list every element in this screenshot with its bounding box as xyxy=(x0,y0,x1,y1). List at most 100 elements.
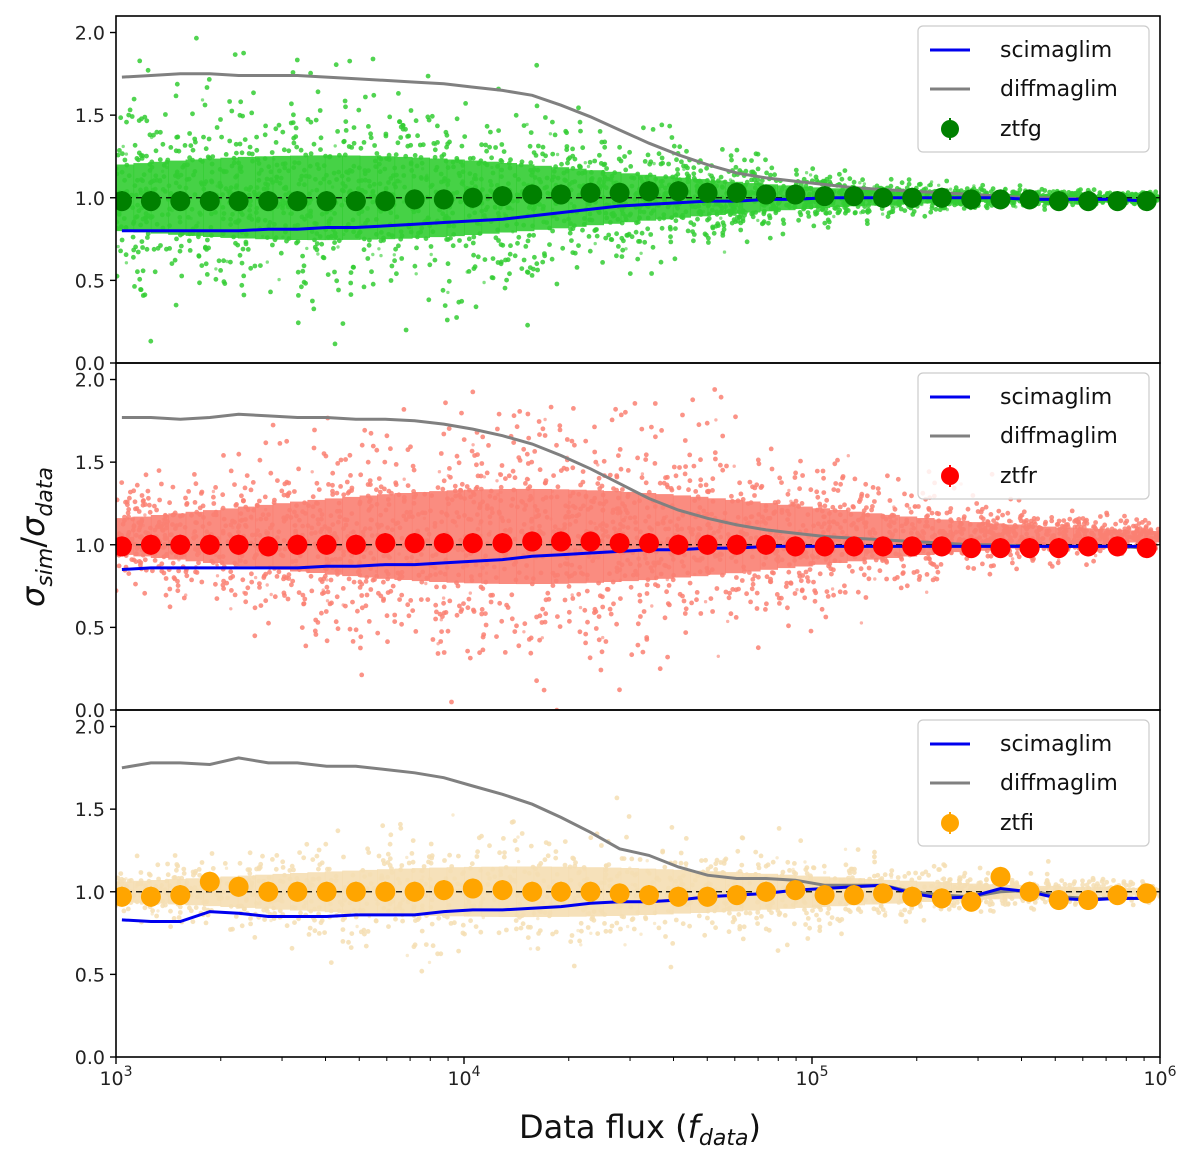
scatter-point xyxy=(571,406,576,411)
scatter-point xyxy=(489,155,494,161)
scatter-point xyxy=(682,611,688,616)
scatter-point xyxy=(650,604,654,608)
scatter-point xyxy=(385,639,390,645)
scatter-point xyxy=(219,134,225,140)
scatter-point xyxy=(619,254,625,259)
scatter-point xyxy=(358,472,364,478)
scatter-point xyxy=(351,264,356,270)
scatter-point xyxy=(887,498,893,503)
scatter-point xyxy=(263,440,269,446)
scatter-point xyxy=(471,609,477,614)
binned-marker xyxy=(258,191,279,212)
scatter-point xyxy=(1066,190,1072,195)
scatter-point xyxy=(137,276,143,282)
scatter-point xyxy=(902,208,908,214)
scatter-point xyxy=(350,599,355,605)
scatter-point xyxy=(574,265,580,270)
scatter-point xyxy=(296,590,302,595)
scatter-point xyxy=(484,123,490,129)
scatter-point xyxy=(326,482,331,487)
scatter-point xyxy=(293,125,299,131)
scatter-point xyxy=(515,240,520,246)
scatter-point xyxy=(282,481,288,487)
scatter-point xyxy=(710,609,715,614)
scatter-point xyxy=(543,611,549,617)
scatter-point xyxy=(824,497,830,503)
scatter-point xyxy=(494,634,499,639)
scatter-point xyxy=(480,434,486,440)
scatter-point xyxy=(769,165,775,171)
scatter-point xyxy=(249,579,255,585)
scatter-point xyxy=(311,141,317,147)
scatter-point xyxy=(434,609,439,615)
scatter-point xyxy=(204,85,210,90)
scatter-point xyxy=(349,488,354,493)
scatter-point xyxy=(229,607,233,611)
scatter-point xyxy=(343,104,348,110)
scatter-point xyxy=(498,242,504,248)
scatter-point xyxy=(344,479,350,485)
scatter-point xyxy=(311,445,317,451)
scatter-point xyxy=(470,240,476,246)
scatter-point xyxy=(938,562,944,567)
scatter-point xyxy=(196,253,202,259)
scatter-point xyxy=(204,272,210,277)
scatter-point xyxy=(904,583,910,589)
scatter-point xyxy=(369,269,374,275)
scatter-point xyxy=(712,450,718,456)
scatter-point xyxy=(268,289,273,295)
scatter-point xyxy=(667,224,673,230)
scatter-point xyxy=(194,35,199,41)
scatter-point xyxy=(907,506,912,510)
scatter-point xyxy=(496,238,501,243)
scatter-point xyxy=(723,589,729,595)
scatter-point xyxy=(374,447,380,453)
scatter-point xyxy=(317,108,323,113)
scatter-point xyxy=(184,501,190,506)
scatter-point xyxy=(578,605,583,610)
scatter-point xyxy=(445,628,451,634)
scatter-point xyxy=(645,226,651,232)
scatter-point xyxy=(542,253,548,259)
scatter-point xyxy=(934,510,940,516)
scatter-point xyxy=(499,618,505,624)
scatter-point xyxy=(910,212,916,217)
scatter-point xyxy=(578,128,583,134)
scatter-point xyxy=(496,128,501,134)
scatter-point xyxy=(641,609,647,614)
scatter-point xyxy=(698,611,704,616)
scatter-point xyxy=(359,605,365,611)
scatter-point xyxy=(657,666,663,672)
scatter-point xyxy=(368,430,374,436)
scatter-point xyxy=(537,432,542,437)
scatter-point xyxy=(616,156,622,162)
scatter-point xyxy=(240,577,246,583)
legend-label-ztfg: ztfg xyxy=(1000,117,1042,142)
scatter-point xyxy=(842,583,847,589)
scatter-point xyxy=(414,245,419,251)
scatter-point xyxy=(525,238,531,244)
binned-markers-ztfg xyxy=(116,181,1157,212)
scatter-point xyxy=(177,248,183,254)
scatter-point xyxy=(350,639,356,644)
scatter-point xyxy=(338,457,344,463)
scatter-point xyxy=(560,245,566,251)
scatter-point xyxy=(143,513,147,517)
scatter-point xyxy=(859,621,864,625)
scatter-point xyxy=(537,637,542,643)
scatter-point xyxy=(163,576,169,581)
scatter-point xyxy=(548,132,553,136)
scatter-point xyxy=(704,232,709,238)
scatter-point xyxy=(980,561,985,567)
scatter-point xyxy=(241,273,247,279)
scatter-point xyxy=(152,269,158,275)
scatter-point xyxy=(687,580,693,586)
scatter-point xyxy=(1031,519,1037,525)
scatter-point xyxy=(695,216,700,222)
scatter-point xyxy=(154,129,160,135)
scatter-point xyxy=(755,645,761,651)
scatter-point xyxy=(241,292,247,298)
scatter-point xyxy=(534,103,540,109)
scatter-point xyxy=(324,638,330,644)
scatter-point xyxy=(608,237,614,242)
